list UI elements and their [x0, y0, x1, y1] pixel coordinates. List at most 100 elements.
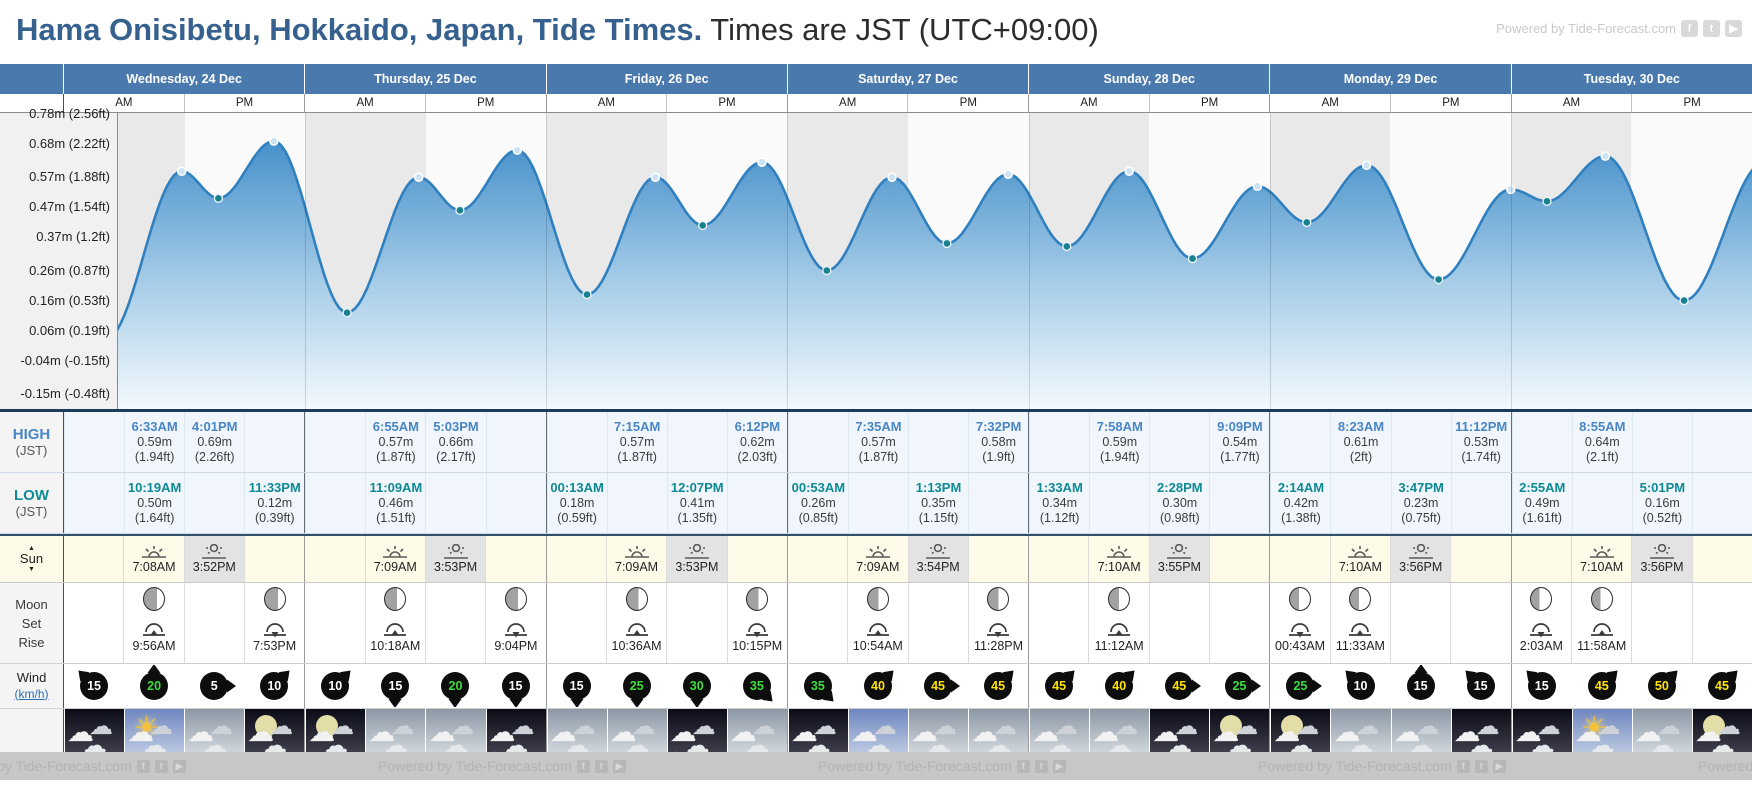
day-header[interactable]: Friday, 26 Dec: [545, 64, 787, 94]
twitter-icon[interactable]: t: [1703, 20, 1720, 37]
day-header[interactable]: Thursday, 25 Dec: [304, 64, 545, 94]
day-header[interactable]: Wednesday, 24 Dec: [126, 72, 242, 86]
moon-phase-icon: [1530, 587, 1553, 611]
low-tide-height-m: 0.16m: [1645, 496, 1680, 510]
facebook-icon[interactable]: f: [1016, 759, 1030, 773]
low-cell: 11:33PM 0.12m (0.39ft): [244, 473, 304, 533]
cloud-glyph: ☁: [1295, 713, 1320, 740]
sun-cell: 3:54PM: [907, 536, 968, 582]
wind-cell: 45: [968, 664, 1028, 708]
wind-speed-value: 10: [260, 672, 289, 700]
moon-cell: 00:43AM: [1270, 583, 1329, 663]
moon-cell: [1631, 583, 1691, 663]
high-cell: 7:35AM 0.57m (1.87ft): [847, 412, 908, 472]
play-icon[interactable]: ▶: [172, 759, 186, 773]
high-cell: [244, 412, 304, 472]
facebook-icon[interactable]: f: [1681, 20, 1698, 37]
twitter-icon[interactable]: t: [1034, 759, 1048, 773]
wind-speed-value: 40: [863, 672, 892, 700]
twitter-icon[interactable]: t: [154, 759, 168, 773]
cloud-glyph: ☁: [1273, 717, 1301, 747]
cloud-glyph: ☁: [368, 717, 396, 747]
low-tide-marker: [213, 193, 224, 204]
moon-phase-icon: [1289, 587, 1312, 611]
footer-powered-by-link[interactable]: Powered by Tide-Forecast.com: [378, 758, 572, 774]
low-tide-marker: [1679, 295, 1689, 306]
moonrise-icon: [866, 623, 889, 636]
day-header[interactable]: Monday, 29 Dec: [1269, 64, 1510, 94]
sunrise-time: 7:08AM: [132, 560, 176, 574]
play-icon[interactable]: ▶: [1492, 759, 1506, 773]
wind-cell: 45: [908, 664, 968, 708]
moon-rise-time: 9:56AM: [132, 639, 176, 653]
wind-speed-value: 5: [200, 672, 229, 700]
sun-cell: 7:09AM: [605, 536, 666, 582]
wind-speed-value: 20: [140, 672, 169, 700]
low-tide-marker: [342, 307, 352, 318]
high-tide-time: 7:15AM: [614, 419, 661, 434]
day-header[interactable]: Saturday, 27 Dec: [786, 64, 1028, 94]
footer-powered-by-link[interactable]: Powered by Tide-Forecast.com: [0, 758, 132, 774]
low-tide-marker: [1542, 196, 1552, 207]
low-tide-time: 00:13AM: [550, 480, 604, 495]
high-unit-label: (JST): [15, 443, 48, 458]
high-tide-height-ft: (1.87ft): [858, 450, 899, 464]
twitter-icon[interactable]: t: [1474, 759, 1488, 773]
play-icon[interactable]: ▶: [1725, 20, 1742, 37]
sun-cell: 7:09AM: [847, 536, 907, 582]
moonset-icon: [504, 623, 527, 638]
pm-label: PM: [183, 94, 305, 112]
am-label: AM: [356, 97, 374, 109]
play-icon[interactable]: ▶: [612, 759, 626, 773]
footer-powered-by-link[interactable]: Powered by Tide-Forecast.com: [818, 758, 1012, 774]
play-icon[interactable]: ▶: [1052, 759, 1066, 773]
low-tide-marker: [1433, 274, 1444, 285]
wind-speed-value: 20: [441, 672, 470, 700]
moon-set-label: Set: [21, 615, 42, 631]
sunset-icon: [684, 544, 709, 559]
twitter-icon[interactable]: t: [594, 759, 608, 773]
moon-day: 00:43AM 11:33AM: [1269, 583, 1510, 663]
sun-cell: 7:09AM: [364, 536, 425, 582]
moon-cell: 11:33AM: [1329, 583, 1390, 663]
moon-cell: [907, 583, 968, 663]
facebook-icon[interactable]: f: [576, 759, 590, 773]
sun-glyph: ☀: [133, 712, 160, 745]
high-cell: 5:03PM 0.66m (2.17ft): [425, 412, 485, 472]
low-cell: 1:13PM 0.35m (1.15ft): [908, 473, 968, 533]
low-cell: [485, 473, 546, 533]
facebook-icon[interactable]: f: [136, 759, 150, 773]
wind-cell: 30: [667, 664, 727, 708]
wind-cell: 40: [1089, 664, 1149, 708]
facebook-icon[interactable]: f: [1456, 759, 1470, 773]
wind-cell: 45: [1029, 664, 1089, 708]
high-tide-height-m: 0.53m: [1463, 435, 1499, 449]
sun-day: 7:10AM 3:56PM: [1269, 536, 1510, 582]
y-axis-label: 0.68m (2.22ft): [29, 136, 110, 152]
wind-unit-link[interactable]: (km/h): [14, 686, 49, 701]
wind-cell: 5: [184, 664, 244, 708]
low-tide-height-ft: (1.51ft): [376, 511, 416, 525]
moon-cell: 7:53PM: [243, 583, 304, 663]
wind-badge: 5: [192, 665, 237, 707]
ampm-day: AM PM: [304, 94, 545, 112]
wind-badge: 15: [1399, 665, 1443, 707]
moon-set-time: 11:28PM: [973, 639, 1024, 653]
powered-by-link[interactable]: Powered by Tide-Forecast.com: [1496, 21, 1676, 36]
moon-cell: [305, 583, 364, 663]
high-cell: 9:09PM 0.54m (1.77ft): [1209, 412, 1269, 472]
high-tide-marker: [1361, 160, 1372, 171]
cloud-glyph: ☁: [89, 713, 113, 740]
high-tide-time: 7:35AM: [855, 419, 902, 434]
footer-powered-by-link[interactable]: Powered by Tide-Forecast.com: [1258, 758, 1452, 774]
cloud-glyph: ☁: [729, 717, 757, 747]
high-tide-height-m: 0.59m: [1102, 435, 1138, 449]
footer-powered-by-link[interactable]: Powered by Tide-Forecast.com: [1698, 758, 1752, 774]
moon-cell: [1691, 583, 1752, 663]
high-cell: [1511, 412, 1572, 472]
low-cell: [726, 473, 787, 533]
day-header[interactable]: Tuesday, 30 Dec: [1510, 64, 1752, 94]
sunset-time: 3:53PM: [434, 560, 478, 574]
day-header[interactable]: Sunday, 28 Dec: [1028, 64, 1269, 94]
high-cell: [64, 412, 124, 472]
